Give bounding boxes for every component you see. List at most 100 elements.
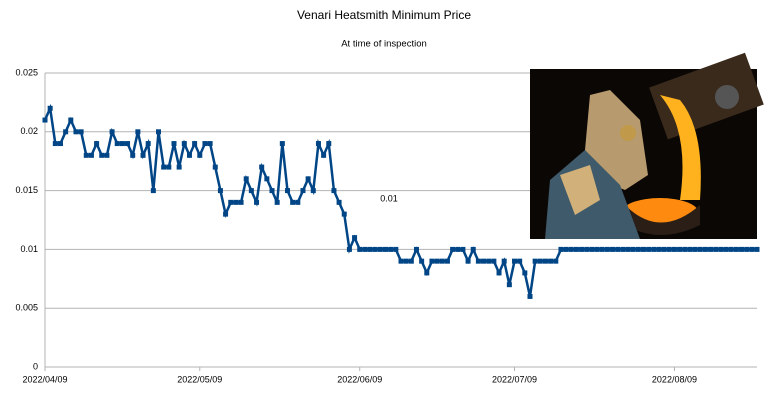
point (604, 246, 610, 252)
point (269, 188, 275, 194)
point (119, 141, 125, 147)
point (682, 246, 688, 252)
point (135, 129, 141, 135)
goggles (620, 125, 636, 141)
point (579, 246, 585, 252)
point (739, 246, 745, 252)
point (558, 246, 564, 252)
pot (625, 205, 700, 235)
x-tick-label: 2022/06/09 (337, 374, 382, 384)
point (728, 246, 734, 252)
point (439, 258, 445, 264)
point (594, 246, 600, 252)
point (491, 258, 497, 264)
point (305, 176, 311, 182)
point (656, 246, 662, 252)
point (63, 129, 69, 135)
point (346, 246, 352, 252)
point (186, 152, 192, 158)
point (666, 246, 672, 252)
point (300, 188, 306, 194)
y-tick-label: 0.025 (15, 67, 38, 77)
point (150, 188, 156, 194)
point (733, 246, 739, 252)
point (233, 199, 239, 205)
point (599, 246, 605, 252)
point (754, 246, 760, 252)
point (434, 258, 440, 264)
point (481, 258, 487, 264)
point (228, 199, 234, 205)
point (398, 258, 404, 264)
point (537, 258, 543, 264)
point (140, 152, 146, 158)
point (212, 164, 218, 170)
point (94, 141, 100, 147)
point (470, 246, 476, 252)
point (455, 246, 461, 252)
point (661, 246, 667, 252)
point (156, 129, 162, 135)
point (563, 246, 569, 252)
point (450, 246, 456, 252)
point (584, 246, 590, 252)
point (217, 188, 223, 194)
point (166, 164, 172, 170)
point (429, 258, 435, 264)
point (104, 152, 110, 158)
x-tick-label: 2022/04/09 (22, 374, 67, 384)
point (413, 246, 419, 252)
point (88, 152, 94, 158)
point (114, 141, 120, 147)
point (527, 293, 533, 299)
point (383, 246, 389, 252)
point (223, 211, 229, 217)
point (197, 152, 203, 158)
point (718, 246, 724, 252)
point (42, 117, 48, 123)
point (517, 258, 523, 264)
point (501, 258, 507, 264)
point (393, 246, 399, 252)
point (444, 258, 450, 264)
point (635, 246, 641, 252)
point (749, 246, 755, 252)
point (254, 199, 260, 205)
x-tick-label: 2022/08/09 (652, 374, 697, 384)
point (357, 246, 363, 252)
point (610, 246, 616, 252)
point (341, 211, 347, 217)
point (181, 141, 187, 147)
chart-subtitle: At time of inspection (341, 39, 427, 50)
point (573, 246, 579, 252)
illustration (530, 52, 764, 239)
point (295, 199, 301, 205)
point (460, 246, 466, 252)
point (362, 246, 368, 252)
molten-stream (660, 95, 701, 200)
point (651, 246, 657, 252)
point (408, 258, 414, 264)
y-tick-label: 0.01 (20, 244, 38, 254)
point (310, 188, 316, 194)
point (284, 188, 290, 194)
point (47, 105, 53, 111)
point (259, 164, 265, 170)
rat-head (585, 90, 648, 190)
point (677, 246, 683, 252)
point (367, 246, 373, 252)
point (542, 258, 548, 264)
point (630, 246, 636, 252)
point (207, 141, 213, 147)
point (161, 164, 167, 170)
point (625, 246, 631, 252)
point (192, 141, 198, 147)
point (264, 176, 270, 182)
point (57, 141, 63, 147)
point (532, 258, 538, 264)
point (372, 246, 378, 252)
point (568, 246, 574, 252)
point (388, 246, 394, 252)
point (52, 141, 58, 147)
